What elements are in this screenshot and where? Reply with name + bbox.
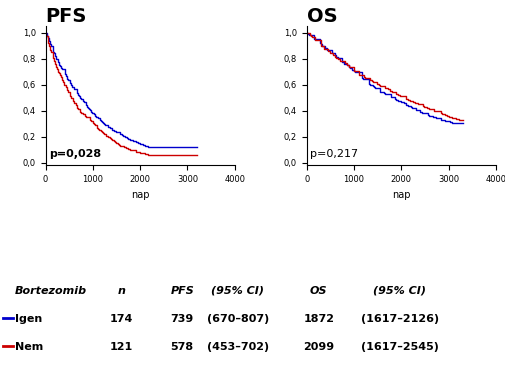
Text: (95% CI): (95% CI) bbox=[211, 286, 264, 296]
Text: 121: 121 bbox=[110, 342, 133, 352]
Text: 578: 578 bbox=[170, 342, 193, 352]
Text: Igen: Igen bbox=[15, 314, 42, 324]
X-axis label: nap: nap bbox=[391, 190, 410, 200]
X-axis label: nap: nap bbox=[131, 190, 149, 200]
Text: OS: OS bbox=[306, 7, 337, 26]
Text: n: n bbox=[117, 286, 125, 296]
Text: 2099: 2099 bbox=[302, 342, 334, 352]
Text: Nem: Nem bbox=[15, 342, 43, 352]
Text: p=0,217: p=0,217 bbox=[310, 149, 358, 159]
Text: PFS: PFS bbox=[170, 286, 193, 296]
Text: (1617–2545): (1617–2545) bbox=[360, 342, 438, 352]
Text: 1872: 1872 bbox=[302, 314, 334, 324]
Text: OS: OS bbox=[310, 286, 327, 296]
Text: 739: 739 bbox=[170, 314, 193, 324]
Text: Bortezomib: Bortezomib bbox=[15, 286, 87, 296]
Text: (95% CI): (95% CI) bbox=[373, 286, 425, 296]
Text: (453–702): (453–702) bbox=[207, 342, 268, 352]
Text: PFS: PFS bbox=[45, 7, 87, 26]
Text: (1617–2126): (1617–2126) bbox=[360, 314, 438, 324]
Text: 174: 174 bbox=[110, 314, 133, 324]
Text: (670–807): (670–807) bbox=[206, 314, 269, 324]
Text: p=0,028: p=0,028 bbox=[49, 149, 101, 159]
